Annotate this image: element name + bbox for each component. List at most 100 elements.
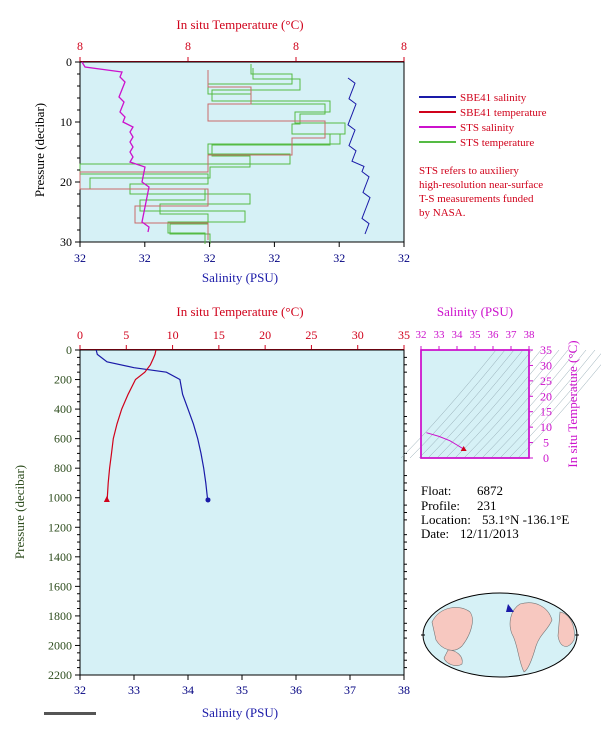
ts-salinity-tick-label: 38 (524, 329, 536, 341)
top-salinity-tick-label: 32 (74, 251, 86, 265)
map-landmass-africa (557, 611, 575, 647)
map-landmass-australia (443, 649, 463, 666)
top-salinity-tick-label: 32 (398, 251, 410, 265)
main-panel-salinity-axis-label: Salinity (PSU) (202, 705, 278, 720)
main-panel-pressure-ticks: 0 200 400 600 800 1000 1200 1400 1600 1800 2000 220… (48, 343, 407, 682)
sts-temperature-trace-2 (89, 68, 346, 244)
main-temp-tick-label: 25 (305, 328, 317, 342)
ts-temp-tick-label: 5 (543, 436, 549, 450)
ts-panel-temp-axis-label: In situ Temperature (°C) (565, 340, 580, 467)
main-salinity-tick-label: 37 (344, 683, 356, 697)
main-pressure-tick-label: 200 (54, 373, 72, 387)
ts-salinity-tick-label: 37 (506, 329, 518, 341)
main-panel-temp-axis-label: In situ Temperature (°C) (176, 304, 303, 319)
float-location-marker (506, 604, 514, 612)
ts-frame (420, 349, 530, 459)
main-salinity-tick-label: 33 (128, 683, 140, 697)
world-map (421, 592, 579, 678)
sbe41-temperature-trace (79, 70, 326, 240)
top-temp-tick-label: 8 (185, 39, 191, 53)
ts-panel-series (426, 432, 467, 452)
ts-density-contour (508, 353, 601, 459)
main-pressure-tick-label: 2200 (48, 668, 72, 682)
date-value: 12/11/2013 (460, 526, 519, 541)
footer-tiny-print (44, 712, 96, 715)
sbe41-salinity-trace (347, 77, 371, 235)
top-panel-salinity-ticks: 32 32 32 32 32 32 (74, 242, 410, 265)
ts-density-contour (418, 349, 515, 459)
ts-temp-tick-label: 15 (540, 405, 552, 419)
top-panel-pressure-ticks: 0 10 20 30 (60, 55, 80, 249)
main-panel-pressure-axis-label: Pressure (decibar) (12, 465, 27, 559)
top-pressure-tick-label: 30 (60, 235, 72, 249)
main-temp-tick-label: 30 (352, 328, 364, 342)
main-temp-tick-label: 0 (77, 328, 83, 342)
temperature-profile-end-marker (103, 495, 110, 502)
ts-curve (426, 432, 464, 450)
top-panel-temp-axis-label: In situ Temperature (°C) (176, 17, 303, 32)
legend-label-sbe41-temperature: SBE41 temperature (460, 107, 547, 119)
top-panel-plot-area (79, 61, 405, 243)
ts-salinity-tick-label: 34 (452, 329, 464, 341)
main-temp-tick-label: 15 (213, 328, 225, 342)
top-panel: In situ Temperature (°C) 8 8 8 8 0 10 20 30 32… (32, 17, 410, 285)
legend: SBE41 salinity SBE41 temperature STS sal… (419, 92, 547, 219)
ts-temp-tick-label: 30 (540, 358, 552, 372)
ts-end-marker (460, 446, 467, 452)
main-pressure-tick-label: 2000 (48, 638, 72, 652)
main-salinity-tick-label: 34 (182, 683, 194, 697)
ts-density-contour (517, 364, 601, 459)
main-salinity-tick-label: 38 (398, 683, 410, 697)
legend-note-line-2: high-resolution near-surface (419, 179, 543, 191)
main-temp-tick-label: 20 (259, 328, 271, 342)
location-value: 53.1°N -136.1°E (482, 512, 569, 527)
legend-note-line-3: T-S measurements funded (419, 193, 534, 205)
main-pressure-tick-label: 800 (54, 461, 72, 475)
ts-temp-tick-label: 20 (540, 389, 552, 403)
main-pressure-tick-label: 1000 (48, 491, 72, 505)
main-salinity-tick-label: 36 (290, 683, 302, 697)
top-panel-salinity-axis-label: Salinity (PSU) (202, 270, 278, 285)
ts-salinity-tick-label: 36 (488, 329, 500, 341)
ts-temp-tick-label: 25 (540, 374, 552, 388)
main-temp-tick-label: 35 (398, 328, 410, 342)
temperature-profile-line (106, 349, 157, 501)
main-pressure-tick-label: 1200 (48, 520, 72, 534)
legend-label-sts-temperature: STS temperature (460, 137, 534, 149)
ts-density-contour (463, 349, 560, 459)
legend-label-sts-salinity: STS salinity (460, 122, 515, 134)
top-pressure-tick-label: 10 (60, 115, 72, 129)
ts-temp-tick-label: 0 (543, 451, 549, 465)
top-panel-pressure-axis-label: Pressure (decibar) (32, 103, 47, 197)
ts-panel-plot-area (420, 349, 530, 459)
date-label: Date: (421, 526, 449, 541)
float-value: 6872 (477, 483, 503, 498)
main-pressure-tick-label: 600 (54, 432, 72, 446)
float-info: Float: 6872 Profile: 231 Location: 53.1°… (421, 483, 569, 541)
sts-salinity-trace (81, 61, 150, 233)
ts-density-contour (499, 349, 596, 459)
ts-density-contour (427, 349, 524, 459)
top-pressure-tick-label: 20 (60, 175, 72, 189)
main-panel-salinity-ticks: 32 33 34 35 36 37 38 (74, 675, 410, 697)
main-panel: In situ Temperature (°C) 0 5 10 15 20 25 30 35 … (12, 304, 410, 720)
ts-salinity-tick-label: 35 (470, 329, 482, 341)
top-salinity-tick-label: 32 (268, 251, 280, 265)
ts-density-contour (400, 349, 497, 459)
main-temp-tick-label: 10 (167, 328, 179, 342)
salinity-profile-line (95, 349, 209, 501)
top-pressure-tick-label: 0 (66, 55, 72, 69)
main-temp-tick-label: 5 (123, 328, 129, 342)
top-salinity-tick-label: 32 (204, 251, 216, 265)
top-temp-tick-label: 8 (401, 39, 407, 53)
ts-density-contour (409, 349, 506, 459)
top-temp-tick-label: 8 (77, 39, 83, 53)
legend-note-line-1: STS refers to auxiliery (419, 165, 519, 177)
ts-panel-salinity-ticks: 32 33 34 35 36 37 38 (416, 329, 536, 350)
top-panel-series (79, 61, 371, 244)
top-panel-temp-ticks: 8 8 8 8 (77, 39, 407, 63)
ts-density-contour (490, 349, 587, 459)
map-landmass-americas (509, 602, 553, 673)
